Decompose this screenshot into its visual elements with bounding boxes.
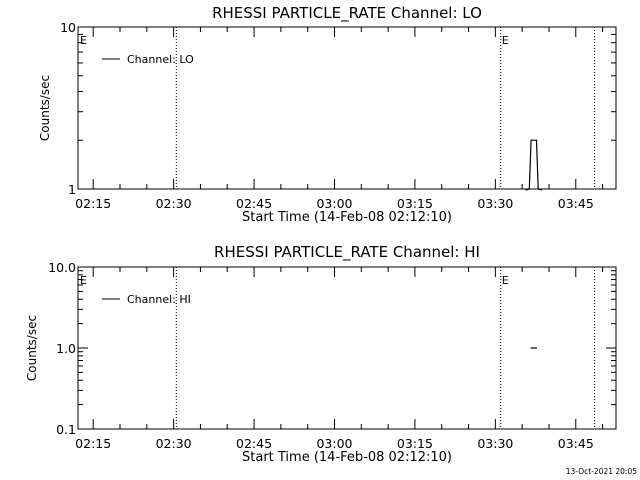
data-point	[537, 188, 539, 190]
event-label: E	[502, 274, 509, 287]
chart-title: RHESSI PARTICLE_RATE Channel: HI	[214, 243, 480, 262]
data-point	[528, 188, 530, 190]
x-tick-label: 02:45	[236, 436, 272, 451]
legend-label: Channel: LO	[127, 53, 194, 66]
y-axis-label: Counts/sec	[25, 315, 39, 381]
x-tick-label: 03:45	[558, 436, 594, 451]
y-tick-label: 0.1	[56, 422, 76, 437]
y-tick-label: 1	[68, 182, 76, 197]
x-axis-label: Start Time (14-Feb-08 02:12:10)	[242, 450, 452, 465]
x-tick-label: 02:15	[75, 196, 111, 211]
x-tick-label: 03:00	[316, 196, 352, 211]
x-tick-label: 03:15	[397, 436, 433, 451]
event-label: E	[502, 34, 509, 47]
x-tick-label: 03:30	[477, 196, 513, 211]
x-tick-label: 03:00	[316, 436, 352, 451]
series-line	[525, 139, 542, 191]
start-marker: E	[80, 34, 87, 47]
start-marker: E	[80, 274, 87, 287]
x-tick-label: 02:45	[236, 196, 272, 211]
x-tick-label: 02:30	[156, 436, 192, 451]
x-tick-label: 03:15	[397, 196, 433, 211]
y-axis-label: Counts/sec	[38, 75, 52, 141]
x-tick-label: 02:15	[75, 436, 111, 451]
legend-label: Channel: HI	[127, 293, 191, 306]
data-point	[530, 139, 532, 141]
footer-timestamp: 13-Oct-2021 20:05	[566, 467, 637, 476]
data-point	[535, 139, 538, 141]
y-tick-label: 10	[60, 20, 76, 35]
x-tick-label: 03:45	[558, 196, 594, 211]
data-point	[530, 347, 532, 349]
y-tick-label: 10.0	[48, 260, 76, 275]
chart-title: RHESSI PARTICLE_RATE Channel: LO	[212, 4, 482, 23]
plot-frame	[77, 26, 617, 190]
x-tick-label: 03:30	[477, 436, 513, 451]
y-tick-label: 1.0	[56, 341, 76, 356]
x-tick-label: 02:30	[156, 196, 192, 211]
x-axis-label: Start Time (14-Feb-08 02:12:10)	[242, 210, 452, 225]
data-point	[535, 347, 538, 349]
